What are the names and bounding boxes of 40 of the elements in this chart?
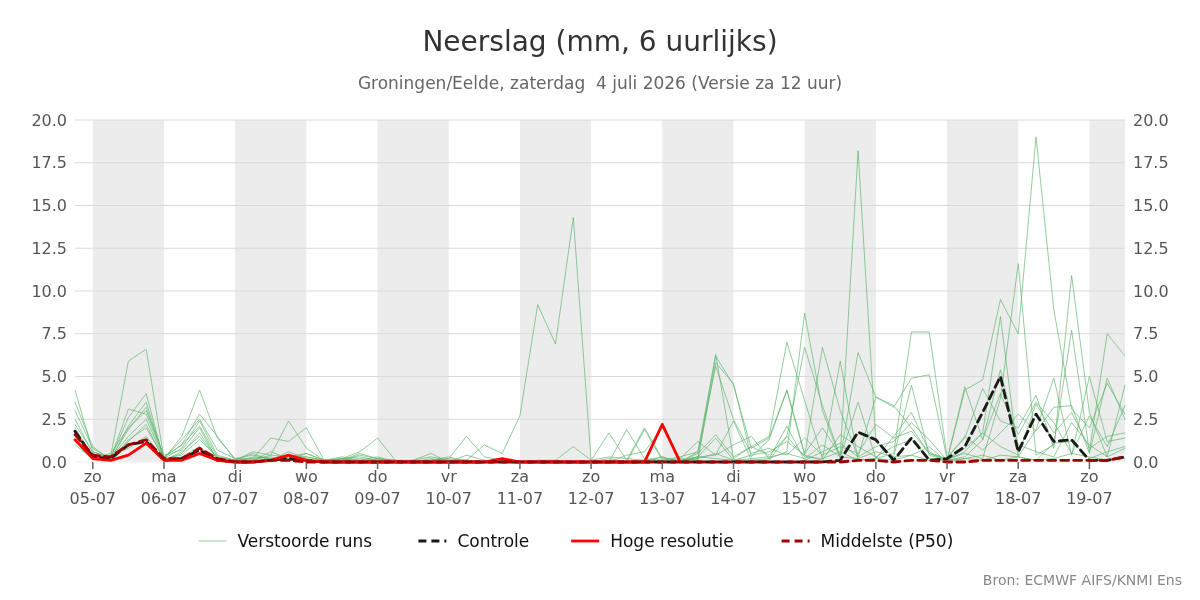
chart-subtitle: Groningen/Eelde, zaterdag 4 juli 2026 (Versie za 12 uur) — [357, 73, 843, 93]
x-tick-label: do 16-07 — [852, 467, 900, 508]
legend-label: Verstoorde runs — [237, 530, 373, 551]
y2-tick-label: 12.5 — [1133, 238, 1169, 258]
text: Bron: ECMWF AIFS/KNMI Ens — [982, 572, 1182, 588]
x-tick-label: di 07-07 — [211, 467, 259, 508]
x-tick-label: zo 05-07 — [69, 467, 117, 508]
x-tick-label: ma 06-07 — [140, 467, 188, 508]
y2-tick-label: 17.5 — [1133, 153, 1169, 173]
x-tick-label: zo 12-07 — [567, 467, 615, 508]
x-tick-label: vr 10-07 — [425, 467, 472, 508]
x-tick-label: wo 08-07 — [283, 467, 330, 508]
x-tick-label: wo 15-07 — [781, 467, 828, 508]
y-tick-label: 2.5 — [41, 409, 67, 429]
legend-label: Hoge resolutie — [610, 530, 734, 551]
y2-tick-label: 7.5 — [1133, 324, 1159, 344]
y-tick-label: 5.0 — [41, 367, 67, 387]
y2-tick-label: 15.0 — [1133, 196, 1169, 216]
y-tick-label: 0.0 — [41, 452, 67, 472]
y2-tick-label: 2.5 — [1133, 409, 1159, 429]
x-tick-label: zo 19-07 — [1066, 467, 1113, 508]
y2-tick-label: 10.0 — [1133, 281, 1169, 301]
y-tick-label: 20.0 — [31, 110, 67, 130]
legend-label: Middelste (P50) — [820, 530, 954, 551]
chart-title: Neerslag (mm, 6 uurlijks) — [422, 25, 778, 58]
x-tick-label: do 09-07 — [354, 467, 401, 508]
y2-tick-label: 5.0 — [1133, 367, 1159, 387]
x-tick-label: za 18-07 — [994, 467, 1042, 508]
legend-label: Controle — [457, 530, 530, 551]
y-tick-label: 12.5 — [31, 238, 67, 258]
y-tick-label: 15.0 — [31, 196, 67, 216]
y-tick-label: 10.0 — [31, 281, 67, 301]
x-tick-label: za 11-07 — [496, 467, 544, 508]
y2-tick-label: 0.0 — [1133, 452, 1159, 472]
y2-tick-label: 20.0 — [1133, 110, 1169, 130]
x-tick-label: di 14-07 — [710, 467, 757, 508]
x-tick-label: vr 17-07 — [923, 467, 971, 508]
x-tick-label: ma 13-07 — [639, 467, 686, 508]
y-tick-label: 7.5 — [41, 324, 67, 344]
y-tick-label: 17.5 — [31, 153, 67, 173]
